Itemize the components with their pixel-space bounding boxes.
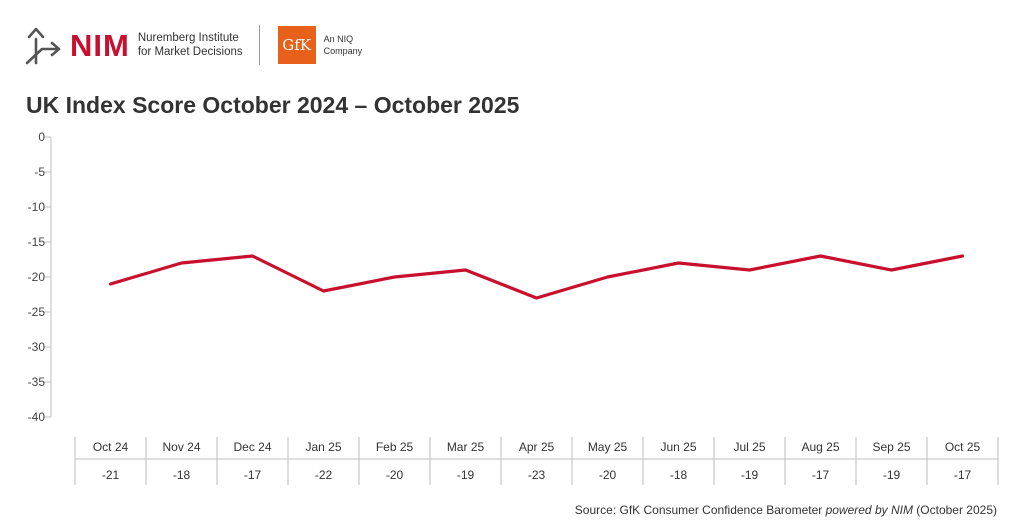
y-tick-label: -20	[28, 270, 46, 284]
x-category-label: Jun 25	[660, 440, 696, 454]
series-line	[108, 254, 965, 300]
data-point	[180, 261, 183, 265]
gfk-subtitle: An NIQ Company	[324, 33, 363, 57]
y-tick-label: -15	[28, 235, 46, 249]
arrows-icon	[25, 27, 61, 65]
source-italic: powered by NIM	[825, 503, 913, 517]
nim-subtitle-line-1: Nuremberg Institute	[137, 32, 239, 44]
nim-subtitle-line-2: for Market Decisions	[137, 46, 243, 58]
data-point	[393, 275, 396, 279]
nim-subtitle: Nuremberg Institute for Market Decisions	[138, 31, 243, 59]
x-category-label: Oct 25	[945, 440, 981, 454]
y-tick-label: 0	[38, 130, 45, 144]
x-category-label: May 25	[588, 440, 628, 454]
header: NIM Nuremberg Institute for Market Decis…	[24, 22, 362, 68]
nim-logo: NIM Nuremberg Institute for Market Decis…	[24, 25, 243, 65]
data-point	[535, 296, 538, 300]
x-category-label: Aug 25	[801, 440, 839, 454]
y-tick-label: -40	[28, 410, 46, 424]
y-tick-label: -35	[28, 375, 46, 389]
gfk-subtitle-line-2: Company	[323, 46, 363, 56]
y-tick-label: -5	[34, 165, 45, 179]
nim-wordmark: NIM	[70, 27, 130, 63]
source-suffix: (October 2025)	[912, 503, 997, 517]
x-category-label: Apr 25	[519, 440, 555, 454]
data-value-label: -19	[741, 468, 759, 482]
data-point	[677, 261, 680, 265]
x-category-label: Jan 25	[305, 440, 341, 454]
data-value-label: -23	[528, 468, 546, 482]
y-tick-label: -30	[28, 340, 46, 354]
source-note: Source: GfK Consumer Confidence Baromete…	[575, 503, 997, 517]
data-point	[819, 254, 822, 258]
data-point	[322, 289, 325, 293]
data-value-label: -20	[599, 468, 617, 482]
data-point	[961, 254, 964, 258]
data-table: Oct 24 Nov 24 Dec 24 Jan 25 Feb 25 Mar 25 Apr …	[74, 437, 999, 485]
gfk-subtitle-line-1: An NIQ	[323, 34, 354, 44]
data-value-label: -19	[457, 468, 475, 482]
source-prefix: Source: GfK Consumer Confidence Baromete…	[574, 503, 826, 517]
data-value-label: -17	[244, 468, 262, 482]
y-tick-label: -10	[28, 200, 46, 214]
x-category-label: Sep 25	[872, 440, 910, 454]
data-value-label: -22	[315, 468, 333, 482]
x-category-label: Mar 25	[447, 440, 485, 454]
data-point	[251, 254, 254, 258]
data-value-label: -20	[386, 468, 404, 482]
x-category-label: Oct 24	[93, 440, 129, 454]
data-value-label: -17	[812, 468, 830, 482]
x-category-label: Dec 24	[233, 440, 271, 454]
data-point	[748, 268, 751, 272]
data-value-label: -19	[883, 468, 901, 482]
data-point	[890, 268, 893, 272]
data-point	[464, 268, 467, 272]
data-value-label: -17	[954, 468, 972, 482]
data-point	[109, 282, 112, 286]
y-tick-label: -25	[28, 305, 46, 319]
data-value-label: -18	[173, 468, 191, 482]
gfk-logo: GfK	[277, 26, 316, 64]
x-category-label: Jul 25	[733, 440, 765, 454]
data-value-label: -21	[102, 468, 120, 482]
y-axis: 0 -5 -10 -15 -20 -25 -30 -35 -40	[28, 130, 52, 424]
data-point	[606, 275, 609, 279]
logo-divider	[258, 25, 260, 65]
x-category-label: Nov 24	[162, 440, 200, 454]
series-polyline	[108, 254, 965, 300]
chart-title: UK Index Score October 2024 – October 20…	[26, 92, 520, 118]
data-value-label: -18	[670, 468, 688, 482]
x-category-label: Feb 25	[376, 440, 414, 454]
line-chart: 0 -5 -10 -15 -20 -25 -30 -35 -40 Oct 24 Nov 24 Dec…	[28, 130, 999, 485]
